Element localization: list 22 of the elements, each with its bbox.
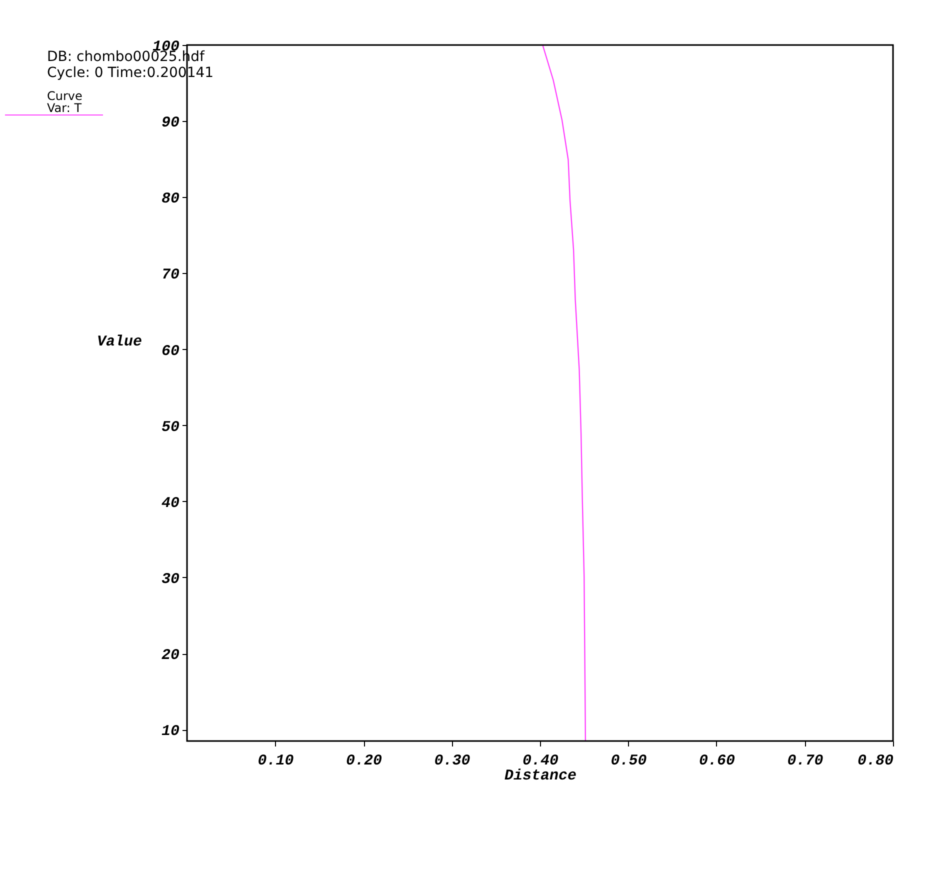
legend-title: Curve — [47, 89, 82, 103]
y-tick-label: 60 — [161, 342, 180, 360]
x-tick-label: 0.20 — [346, 752, 382, 770]
y-tick-label: 30 — [161, 570, 180, 588]
x-tick-label: 0.30 — [434, 752, 470, 770]
x-tick-label: 0.10 — [258, 752, 294, 770]
y-tick-label: 80 — [161, 190, 180, 208]
y-tick-label: 50 — [161, 418, 180, 436]
x-tick-label: 0.60 — [698, 752, 736, 770]
x-axis-title: Distance — [504, 768, 577, 784]
x-tick-label: 0.40 — [522, 752, 559, 770]
y-tick-label: 20 — [161, 647, 180, 664]
x-tick-label: 0.50 — [610, 752, 647, 770]
y-tick-label: 10 — [161, 723, 180, 740]
y-axis-title: Value — [96, 334, 142, 350]
x-tick-label: 0.70 — [787, 752, 824, 770]
x-tick-label: 0.80 — [857, 752, 894, 770]
text: Var: T — [47, 101, 82, 115]
y-tick-label: 90 — [161, 114, 180, 132]
line-series — [542, 45, 586, 741]
y-tick-label: 40 — [161, 494, 180, 512]
y-tick-label: 70 — [161, 266, 180, 284]
